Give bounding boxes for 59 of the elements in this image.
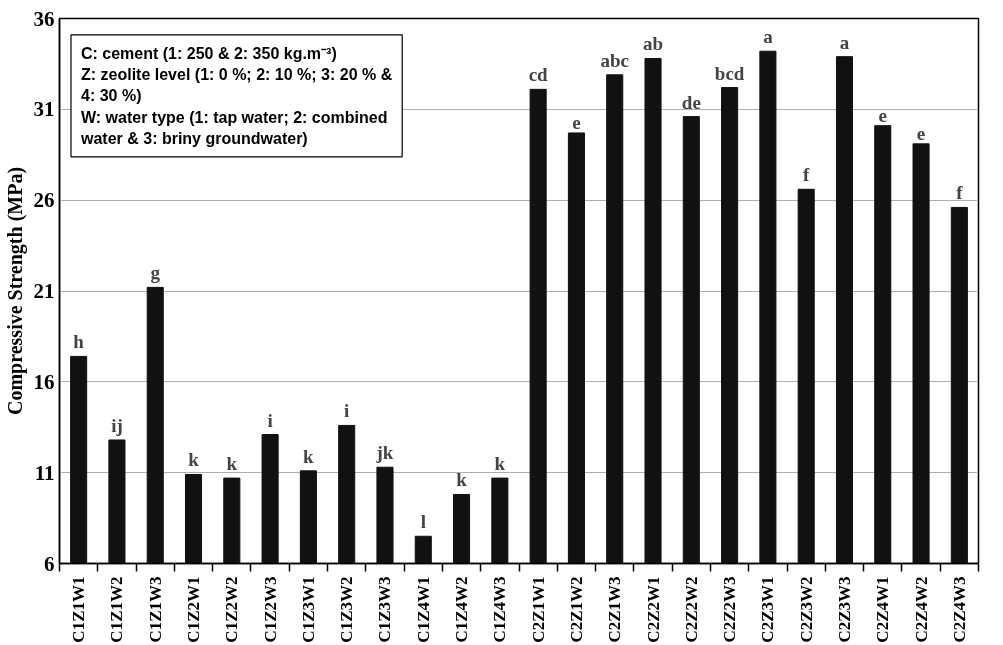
- y-tick-label: 21: [33, 279, 55, 303]
- data-label: g: [150, 262, 161, 284]
- data-label: e: [572, 111, 581, 133]
- data-label: i: [344, 400, 350, 422]
- data-label: de: [681, 91, 701, 113]
- x-tick-label: C2Z1W2: [566, 576, 586, 643]
- x-tick-label: C2Z1W1: [528, 576, 548, 643]
- data-label: e: [878, 104, 887, 126]
- data-label: h: [73, 331, 85, 353]
- data-label: k: [226, 453, 238, 475]
- x-tick-label: C1Z4W3: [490, 576, 510, 643]
- data-label: abc: [600, 49, 629, 71]
- data-label: e: [916, 122, 926, 144]
- x-tick-label: C2Z3W3: [834, 576, 854, 643]
- x-tick-label: C1Z3W2: [337, 576, 357, 643]
- data-label: ij: [111, 414, 123, 436]
- data-label: jk: [375, 442, 394, 464]
- x-tick-label: C2Z2W2: [681, 576, 701, 643]
- x-tick-label: C2Z4W3: [949, 576, 969, 643]
- x-tick-label: C1Z1W3: [145, 576, 165, 643]
- y-tick-label: 36: [33, 6, 55, 31]
- data-label: k: [303, 445, 315, 467]
- x-tick-label: C1Z2W2: [222, 576, 242, 643]
- x-tick-label: C1Z4W2: [452, 576, 472, 643]
- x-tick-label: C1Z2W3: [260, 576, 280, 643]
- y-tick-label: 26: [33, 188, 55, 213]
- data-label: k: [188, 449, 200, 471]
- x-tick-label: C1Z1W1: [69, 576, 89, 643]
- y-tick-label: 31: [33, 97, 55, 122]
- data-label: cd: [528, 64, 549, 86]
- annotation: C: cement (1: 250 & 2: 350 kg.m⁻³): [80, 44, 337, 62]
- data-label: a: [839, 31, 850, 53]
- x-tick-label: C2Z2W1: [643, 576, 663, 643]
- x-tick-label: C1Z3W3: [375, 576, 395, 643]
- data-label: ab: [642, 33, 664, 55]
- data-label: a: [763, 26, 774, 48]
- x-tick-label: C2Z3W2: [796, 576, 816, 643]
- data-label: i: [267, 409, 273, 431]
- data-label: f: [956, 182, 964, 204]
- x-tick-label: C2Z4W1: [873, 576, 893, 643]
- data-label: f: [803, 164, 811, 186]
- data-label: bcd: [714, 62, 745, 84]
- y-tick-label: 6: [44, 551, 55, 576]
- x-tick-label: C1Z2W1: [184, 576, 204, 643]
- x-tick-label: C1Z4W1: [413, 576, 433, 643]
- y-tick-label: 11: [34, 460, 55, 485]
- y-axis-title: Compressive Strength (MPa): [3, 166, 27, 416]
- annotation: Z: zeolite level (1: 0 %; 2: 10 %; 3: 20 % & 4: 30 %): [80, 66, 393, 105]
- y-tick-label: 16: [33, 369, 55, 394]
- data-label: k: [456, 469, 468, 491]
- x-tick-label: C2Z3W1: [758, 576, 778, 643]
- x-tick-label: C2Z2W3: [720, 576, 740, 643]
- x-tick-label: C2Z1W3: [605, 576, 625, 643]
- annotation: W: water type (1: tap water; 2: combined water & 3: briny groundwater): [79, 108, 388, 147]
- x-tick-label: C2Z4W2: [911, 576, 931, 643]
- data-label: l: [420, 511, 426, 533]
- x-tick-label: C1Z1W2: [107, 576, 127, 643]
- x-tick-label: C1Z3W1: [298, 576, 318, 643]
- data-label: k: [494, 453, 506, 475]
